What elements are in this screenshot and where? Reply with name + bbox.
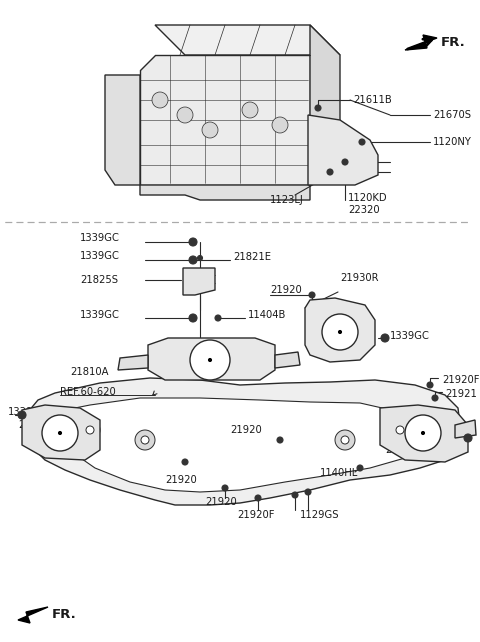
Circle shape bbox=[272, 117, 288, 133]
Circle shape bbox=[359, 139, 365, 145]
Circle shape bbox=[208, 358, 212, 361]
Circle shape bbox=[80, 420, 100, 440]
Text: 1120KD: 1120KD bbox=[348, 193, 388, 203]
Text: 21670S: 21670S bbox=[433, 110, 471, 120]
Circle shape bbox=[327, 169, 333, 175]
Text: 21825S: 21825S bbox=[80, 275, 118, 285]
Polygon shape bbox=[18, 607, 48, 623]
Text: FR.: FR. bbox=[52, 609, 77, 621]
Text: 1339GC: 1339GC bbox=[80, 233, 120, 243]
Text: REF.60-620: REF.60-620 bbox=[60, 387, 116, 397]
Text: FR.: FR. bbox=[441, 35, 466, 49]
Circle shape bbox=[152, 92, 168, 108]
Circle shape bbox=[335, 430, 355, 450]
Circle shape bbox=[177, 107, 193, 123]
Polygon shape bbox=[140, 185, 310, 200]
Text: 21921: 21921 bbox=[445, 389, 477, 399]
Polygon shape bbox=[118, 355, 148, 370]
Circle shape bbox=[42, 415, 78, 451]
Text: 1339GC: 1339GC bbox=[390, 331, 430, 341]
Circle shape bbox=[309, 292, 315, 298]
Text: 21840: 21840 bbox=[18, 420, 49, 430]
Circle shape bbox=[277, 437, 283, 443]
Circle shape bbox=[190, 340, 230, 380]
Text: 21920: 21920 bbox=[205, 497, 237, 507]
Polygon shape bbox=[140, 55, 310, 185]
Circle shape bbox=[242, 102, 258, 118]
Circle shape bbox=[305, 489, 311, 495]
Polygon shape bbox=[183, 268, 215, 295]
Text: 21920F: 21920F bbox=[442, 375, 480, 385]
Polygon shape bbox=[380, 405, 468, 462]
Circle shape bbox=[255, 495, 261, 501]
Text: 21810A: 21810A bbox=[70, 367, 108, 377]
Text: 21611B: 21611B bbox=[353, 95, 392, 105]
Polygon shape bbox=[310, 25, 340, 185]
Circle shape bbox=[189, 314, 197, 322]
Circle shape bbox=[141, 436, 149, 444]
Text: 21821E: 21821E bbox=[233, 252, 271, 262]
Polygon shape bbox=[308, 115, 378, 185]
Text: 21830: 21830 bbox=[385, 445, 417, 455]
Circle shape bbox=[182, 459, 188, 465]
Text: 21920F: 21920F bbox=[237, 510, 275, 520]
Circle shape bbox=[222, 485, 228, 491]
Circle shape bbox=[464, 434, 472, 442]
Circle shape bbox=[189, 238, 197, 246]
Text: 21920: 21920 bbox=[270, 285, 302, 295]
Text: 1123LJ: 1123LJ bbox=[270, 195, 304, 205]
Circle shape bbox=[405, 415, 441, 451]
Text: 22320: 22320 bbox=[348, 205, 380, 215]
Polygon shape bbox=[455, 420, 476, 438]
Circle shape bbox=[421, 431, 424, 435]
Circle shape bbox=[215, 315, 221, 321]
Text: 1339GC: 1339GC bbox=[80, 310, 120, 320]
Text: 1129GS: 1129GS bbox=[300, 510, 339, 520]
Text: 1120NY: 1120NY bbox=[433, 137, 472, 147]
Text: 21930R: 21930R bbox=[340, 273, 379, 283]
Polygon shape bbox=[22, 405, 100, 460]
Text: 1339GC: 1339GC bbox=[80, 251, 120, 261]
Polygon shape bbox=[148, 338, 275, 380]
Text: 1339GC: 1339GC bbox=[430, 430, 470, 440]
Circle shape bbox=[338, 331, 341, 333]
Circle shape bbox=[202, 122, 218, 138]
Circle shape bbox=[189, 256, 197, 264]
Circle shape bbox=[18, 411, 26, 419]
Circle shape bbox=[197, 256, 203, 261]
Circle shape bbox=[86, 426, 94, 434]
Polygon shape bbox=[405, 35, 437, 50]
Circle shape bbox=[315, 105, 321, 111]
Circle shape bbox=[341, 436, 349, 444]
Circle shape bbox=[292, 492, 298, 498]
Polygon shape bbox=[275, 352, 300, 368]
Text: 21920: 21920 bbox=[230, 425, 262, 435]
Text: 1140HL: 1140HL bbox=[320, 468, 358, 478]
Circle shape bbox=[135, 430, 155, 450]
Circle shape bbox=[390, 420, 410, 440]
Text: 1339GC: 1339GC bbox=[8, 407, 48, 417]
Text: 21920: 21920 bbox=[165, 475, 197, 485]
Polygon shape bbox=[25, 378, 460, 505]
Circle shape bbox=[427, 382, 433, 388]
Polygon shape bbox=[305, 298, 375, 362]
Circle shape bbox=[59, 431, 61, 435]
Polygon shape bbox=[105, 75, 140, 185]
Polygon shape bbox=[62, 398, 420, 492]
Circle shape bbox=[322, 314, 358, 350]
Circle shape bbox=[396, 426, 404, 434]
Circle shape bbox=[432, 395, 438, 401]
Circle shape bbox=[357, 465, 363, 471]
Text: 11404B: 11404B bbox=[248, 310, 287, 320]
Circle shape bbox=[342, 159, 348, 165]
Circle shape bbox=[381, 334, 389, 342]
Polygon shape bbox=[155, 25, 340, 55]
